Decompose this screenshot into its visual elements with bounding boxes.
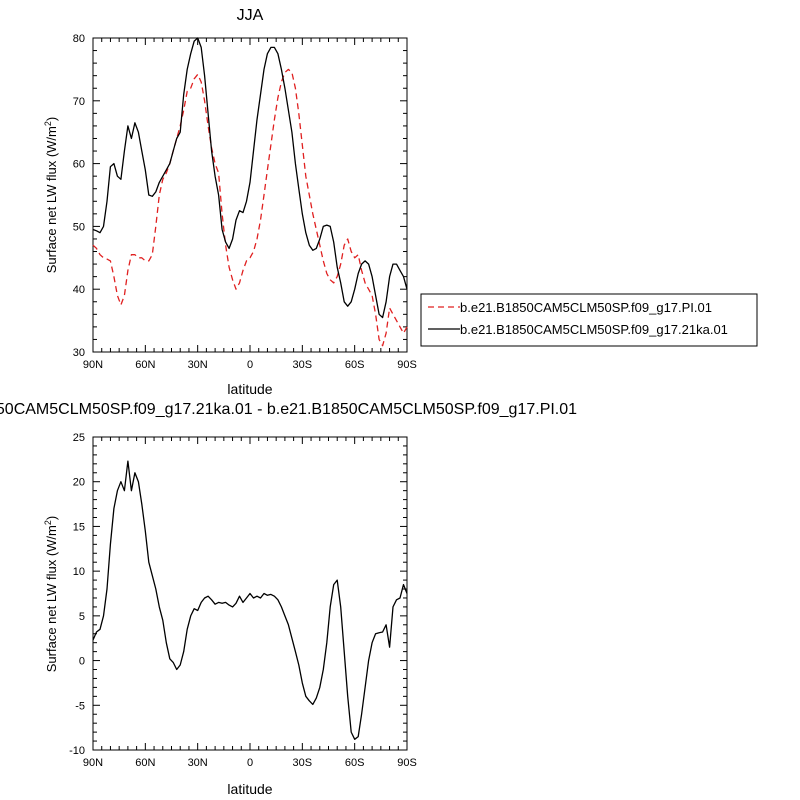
- top-y-tick-label: 70: [73, 96, 85, 108]
- top-x-tick-label: 60S: [345, 359, 365, 371]
- bottom-x-axis-label: latitude: [227, 781, 272, 797]
- top-series-line-0: [92, 68, 408, 347]
- top-y-tick-label: 40: [73, 284, 85, 296]
- top-x-tick-label: 30N: [188, 359, 208, 371]
- top-y-tick-label: 60: [73, 159, 85, 171]
- top-axis-ticks: 90N 60N 30N 0 30S 60S 90S 30 40 50 60 70 80: [73, 33, 417, 371]
- bottom-plot-panel: b.e21.B1850CAM5CLM50SP.f09_g17.21ka.01 -…: [0, 401, 577, 797]
- legend-frame: [420, 293, 758, 347]
- top-x-tick-label: 30S: [293, 359, 313, 371]
- top-y-axis-label-close: ): [44, 117, 59, 121]
- top-x-tick-label: 90N: [83, 359, 103, 371]
- bottom-y-tick-label: 15: [73, 521, 85, 533]
- bottom-x-tick-label: 90N: [83, 757, 103, 769]
- bottom-y-axis-label-sup: 2: [43, 520, 53, 525]
- legend: b.e21.B1850CAM5CLM50SP.f09_g17.PI.01 b.e…: [420, 293, 758, 347]
- top-y-tick-label: 80: [73, 33, 85, 45]
- bottom-x-tick-label: 60N: [135, 757, 155, 769]
- bottom-y-tick-label: -5: [75, 700, 85, 712]
- top-y-axis-label: Surface net LW flux (W/m2): [43, 117, 59, 274]
- top-chart-title: JJA: [237, 7, 264, 24]
- bottom-y-tick-label: 20: [73, 477, 85, 489]
- bottom-x-tick-label: 90S: [397, 757, 417, 769]
- bottom-y-tick-label: 10: [73, 566, 85, 578]
- top-x-tick-label: 90S: [397, 359, 417, 371]
- top-series-line-1: [92, 37, 408, 319]
- top-y-axis-label-main: Surface net LW flux (W/m: [44, 126, 59, 273]
- bottom-y-tick-label: 5: [79, 611, 85, 623]
- bottom-y-tick-label: 25: [73, 432, 85, 444]
- bottom-y-tick-label: 0: [79, 656, 85, 668]
- bottom-y-axis-label-main: Surface net LW flux (W/m: [44, 525, 59, 672]
- bottom-y-axis-label: Surface net LW flux (W/m2): [43, 516, 59, 673]
- bottom-y-axis-label-close: ): [44, 516, 59, 520]
- bottom-x-tick-label: 30N: [188, 757, 208, 769]
- bottom-x-tick-label: 60S: [345, 757, 365, 769]
- top-x-tick-label: 0: [247, 359, 253, 371]
- top-y-tick-label: 50: [73, 221, 85, 233]
- legend-label-pi: b.e21.B1850CAM5CLM50SP.f09_g17.PI.01: [460, 300, 712, 315]
- top-x-tick-label: 60N: [135, 359, 155, 371]
- top-plot-panel: JJA 90N 60N 30N 0 30S 60S 90S 30 40 50 60 70 80 lati…: [43, 7, 417, 397]
- legend-label-21ka: b.e21.B1850CAM5CLM50SP.f09_g17.21ka.01: [460, 322, 728, 337]
- top-y-axis-label-sup: 2: [43, 121, 53, 126]
- top-y-tick-label: 30: [73, 347, 85, 359]
- bottom-x-tick-label: 30S: [293, 757, 313, 769]
- bottom-series-group: [92, 460, 408, 740]
- top-plot-frame: [92, 37, 408, 353]
- bottom-axis-ticks: 90N 60N 30N 0 30S 60S 90S -10 -5 0 5 10 15 20 25: [69, 432, 417, 769]
- bottom-series-line-0: [92, 460, 408, 740]
- top-series-group: [92, 37, 408, 347]
- bottom-y-tick-label: -10: [69, 745, 85, 757]
- bottom-chart-title: b.e21.B1850CAM5CLM50SP.f09_g17.21ka.01 -…: [0, 401, 577, 418]
- top-x-axis-label: latitude: [227, 381, 272, 397]
- bottom-x-tick-label: 0: [247, 757, 253, 769]
